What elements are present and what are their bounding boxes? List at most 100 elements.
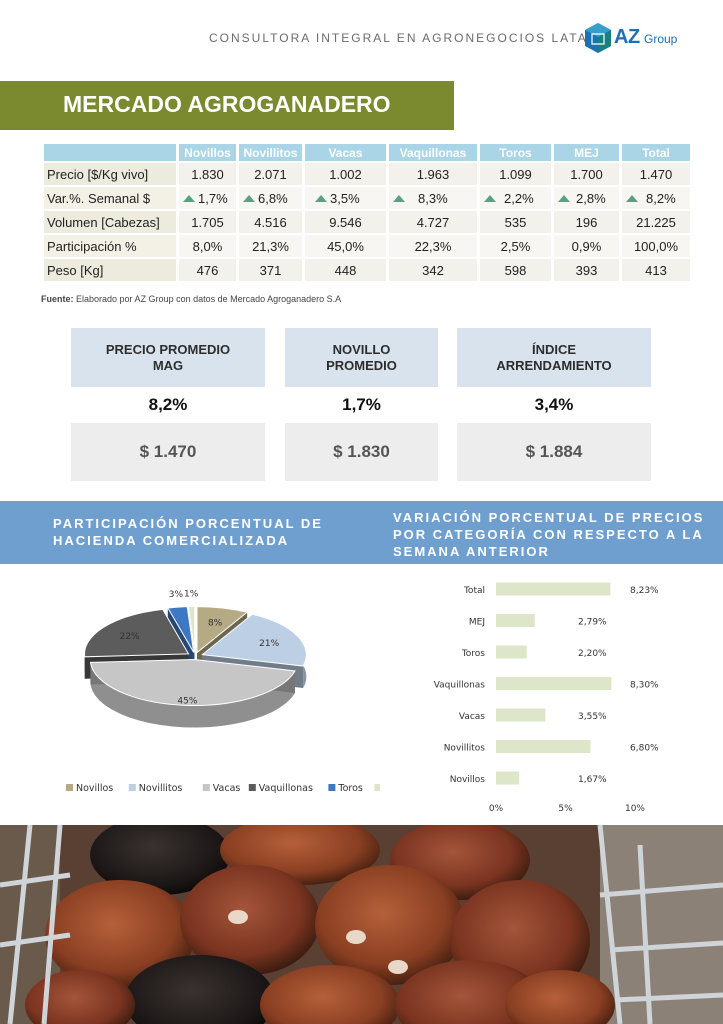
table-cell: 2,5% [480, 235, 551, 257]
table-cell: 2.071 [239, 163, 302, 185]
table-cell: 1.700 [554, 163, 619, 185]
kpi-percentage: 1,7% [342, 395, 381, 414]
page-title: MERCADO AGROGANADERO [63, 91, 391, 117]
table-cell: 448 [305, 259, 386, 281]
bar-data-label: 8,23% [630, 586, 659, 596]
legend-swatch [374, 784, 380, 791]
logo-subtext: Group [644, 32, 678, 46]
pie-data-label: 3% [169, 590, 184, 600]
pie-slice-side [90, 662, 295, 728]
pie-slice-novillos [196, 606, 249, 654]
triangle-up-icon [243, 194, 255, 202]
kpi-title-line: ÍNDICE [531, 341, 577, 357]
table-cell: 1.963 [389, 163, 477, 185]
kpi-card-novillo-promedio: NOVILLO PROMEDIO 1,7% $ 1.830 [285, 328, 438, 481]
kpi-title-line: ARRENDAMIENTO [496, 357, 612, 373]
bar-toros [496, 645, 527, 659]
cell-value: 2,8% [576, 190, 606, 206]
table-cell: 21.225 [622, 211, 690, 233]
charts-heading-band: PARTICIPACIÓN PORCENTUAL DE HACIENDA COM… [0, 501, 723, 564]
row-label: Var.%. Semanal $ [44, 187, 176, 209]
participation-pie-chart: 8% 21% 45% 22% 3% 1% Novillos Novillitos Vacas Va… [66, 589, 380, 794]
table-cell: 100,0% [622, 235, 690, 257]
triangle-up-icon [183, 194, 195, 202]
column-header: Total [622, 144, 690, 161]
bar-category-label: Vaquillonas [434, 681, 486, 691]
kpi-value: $ 1.470 [71, 423, 265, 481]
header-tagline: CONSULTORA INTEGRAL EN AGRONEGOCIOS LATA… [209, 31, 600, 45]
table-cell: 1.002 [305, 163, 386, 185]
bar-vacas [496, 708, 546, 722]
cell-value: 8,3% [418, 190, 448, 206]
table-cell: 8,0% [179, 235, 236, 257]
table-cell: 2,8% [554, 187, 619, 209]
cattle-photo [0, 825, 723, 1024]
row-label: Volumen [Cabezas] [44, 211, 176, 233]
legend-swatch [66, 784, 73, 791]
triangle-up-icon [393, 194, 405, 202]
market-table: Novillos Novillitos Vacas Vaquillonas To… [41, 142, 693, 283]
bar-vaquillonas [496, 677, 612, 690]
kpi-card-indice-arrendamiento: ÍNDICE ARRENDAMIENTO 3,4% $ 1.884 [457, 328, 651, 481]
triangle-up-icon [315, 194, 327, 202]
table-cell: 535 [480, 211, 551, 233]
column-header: Novillos [179, 144, 236, 161]
table-cell: 1.830 [179, 163, 236, 185]
kpi-title-line: PROMEDIO [326, 357, 397, 373]
table-row-participacion: Participación % 8,0% 21,3% 45,0% 22,3% 2… [44, 235, 690, 257]
table-cell: 342 [389, 259, 477, 281]
pie-slice-mej [187, 605, 196, 653]
bar-data-label: 8,30% [630, 681, 659, 691]
bar-category-label: Total [463, 586, 485, 596]
triangle-up-icon [484, 194, 496, 202]
triangle-up-icon [626, 194, 638, 202]
pie-slice-toros [167, 606, 195, 653]
column-header: Toros [480, 144, 551, 161]
price-variation-bar-chart: Total 8,23% MEJ 2,79% Toros 2,20% Vaquillonas 8… [434, 582, 659, 814]
legend-swatch [328, 784, 336, 791]
column-header: Vaquillonas [389, 144, 477, 161]
title-band: MERCADO AGROGANADERO [0, 81, 454, 130]
pie-data-label: 8% [208, 618, 223, 628]
az-group-logo[interactable]: AZ Group [584, 22, 694, 54]
table-cell: 393 [554, 259, 619, 281]
table-cell: 371 [239, 259, 302, 281]
table-cell: 1.099 [480, 163, 551, 185]
pie-slice-novillitos [201, 613, 307, 667]
table-cell: 413 [622, 259, 690, 281]
bar-data-label: 1,67% [578, 775, 607, 785]
bar-data-label: 2,20% [578, 649, 607, 659]
pie-data-label: 1% [184, 589, 199, 599]
table-cell: 476 [179, 259, 236, 281]
column-header: Novillitos [239, 144, 302, 161]
x-tick-label: 0% [489, 804, 504, 814]
pie-slice-vaquillonas [84, 608, 190, 658]
pie-data-label: 21% [259, 639, 279, 649]
table-cell: 598 [480, 259, 551, 281]
cell-value: 2,2% [504, 190, 534, 206]
table-cell: 8,3% [389, 187, 477, 209]
bar-novillos [496, 771, 520, 785]
column-header: MEJ [554, 144, 619, 161]
source-label: Fuente: [41, 294, 74, 304]
pie-data-label: 22% [120, 632, 140, 642]
logo-text: AZ [614, 26, 640, 48]
table-header-row: Novillos Novillitos Vacas Vaquillonas To… [44, 144, 690, 161]
legend-label: Novillitos [139, 783, 183, 794]
table-row-volumen: Volumen [Cabezas] 1.705 4.516 9.546 4.72… [44, 211, 690, 233]
legend-swatch [202, 784, 210, 791]
row-label: Participación % [44, 235, 176, 257]
table-cell: 4.727 [389, 211, 477, 233]
table-cell: 1.705 [179, 211, 236, 233]
legend-label: Novillos [76, 783, 113, 794]
table-cell: 0,9% [554, 235, 619, 257]
hexagon-cube-icon [585, 23, 611, 53]
table-cell: 9.546 [305, 211, 386, 233]
table-cell: 21,3% [239, 235, 302, 257]
legend-swatch [248, 784, 256, 791]
bar-category-label: MEJ [469, 618, 485, 628]
kpi-value: $ 1.884 [457, 423, 651, 481]
table-cell: 196 [554, 211, 619, 233]
table-row-variacion: Var.%. Semanal $ 1,7% 6,8% 3,5% 8,3% 2,2… [44, 187, 690, 209]
table-cell: 3,5% [305, 187, 386, 209]
